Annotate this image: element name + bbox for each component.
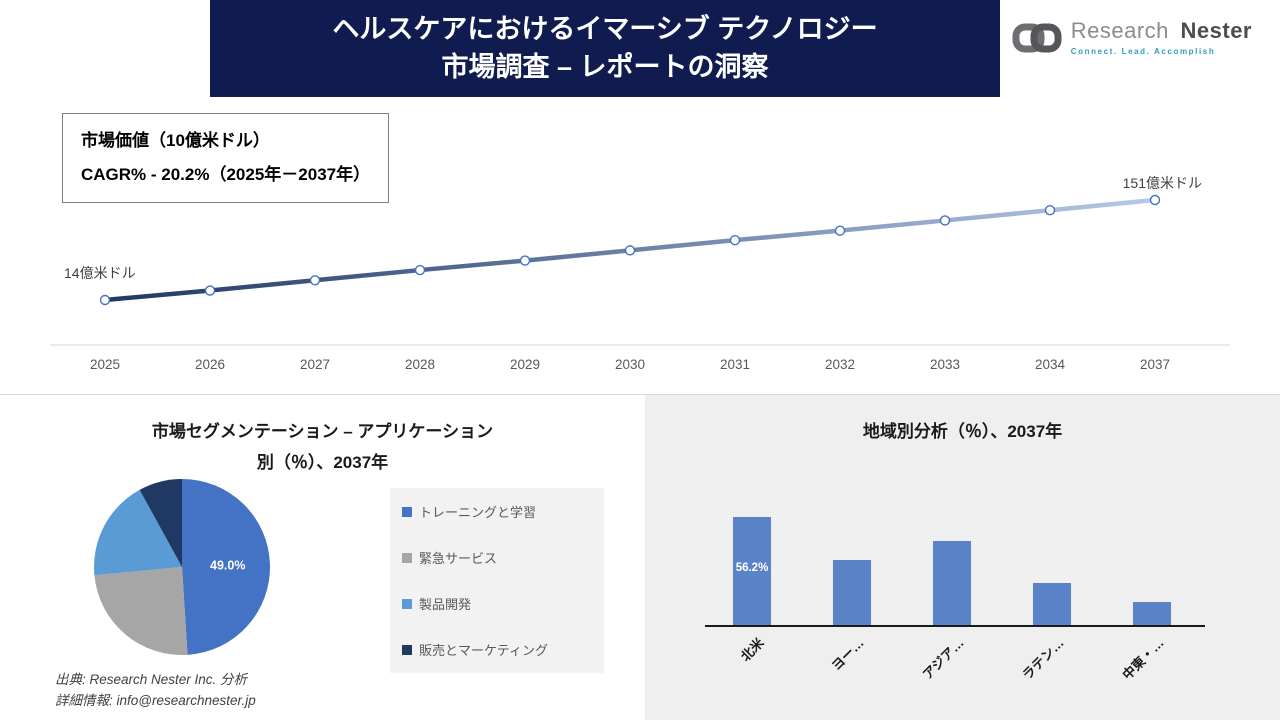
report-title-line1: ヘルスケアにおけるイマーシブ テクノロジー bbox=[332, 13, 878, 44]
pie-slice bbox=[94, 489, 182, 576]
report-title-banner: ヘルスケアにおけるイマーシブ テクノロジー 市場調査 – レポートの洞察 bbox=[210, 0, 1000, 97]
source-line: 出典: Research Nester Inc. 分析 bbox=[55, 671, 248, 687]
bar bbox=[833, 560, 871, 625]
logo-tagline: Connect. Lead. Accomplish bbox=[1070, 47, 1216, 56]
legend-label: トレーニングと学習 bbox=[419, 505, 537, 520]
x-axis-label: 2025 bbox=[89, 357, 121, 372]
bar bbox=[1033, 583, 1071, 625]
pie-slice bbox=[94, 567, 188, 655]
legend-item: 製品開発 bbox=[402, 594, 592, 613]
logo-brand-first: Research bbox=[1070, 18, 1169, 43]
legend-label: 緊急サービス bbox=[419, 551, 498, 566]
cagr-label: CAGR% - 20.2%（2025年－2037年） bbox=[81, 165, 371, 184]
regional-title: 地域別分析（％）、2037年 bbox=[862, 422, 1063, 441]
pie-data-label: 49.0% bbox=[210, 559, 245, 573]
line-chart-x-axis: 2025 2026 2027 2028 2029 2030 2031 2032 2033 2034… bbox=[50, 357, 1230, 377]
line-point bbox=[204, 285, 216, 296]
line-point bbox=[939, 215, 951, 226]
bar-category-label: ラテン… bbox=[1019, 635, 1067, 683]
line-point bbox=[1149, 194, 1161, 206]
pie-slice bbox=[139, 479, 182, 567]
x-axis-label: 2031 bbox=[719, 357, 751, 372]
line-point bbox=[99, 294, 111, 306]
legend-item: 緊急サービス bbox=[402, 548, 592, 567]
legend-item: トレーニングと学習 bbox=[402, 502, 592, 521]
line-point bbox=[414, 264, 426, 276]
line-point bbox=[1044, 205, 1056, 216]
report-title-line2: 市場調査 – レポートの洞察 bbox=[441, 51, 769, 82]
legend-label: 製品開発 bbox=[419, 597, 472, 612]
line-chart-svg bbox=[50, 194, 1230, 346]
bar-data-label: 56.2% bbox=[735, 562, 769, 574]
legend-swatch-icon bbox=[402, 552, 412, 563]
x-axis-label: 2029 bbox=[509, 357, 541, 372]
bar-category-label: 中東・… bbox=[1119, 635, 1167, 683]
contact-line: 詳細情報: info@researchnester.jp bbox=[55, 693, 256, 709]
x-axis-label: 2026 bbox=[194, 357, 226, 372]
bar-category-label: アジア… bbox=[919, 635, 967, 683]
segmentation-title: 市場セグメンテーション – アプリケーション 別（％）、2037年 bbox=[0, 417, 645, 478]
segmentation-pie-chart: 49.0% bbox=[94, 479, 271, 655]
pie-slice bbox=[182, 479, 271, 655]
chain-link-icon bbox=[1011, 18, 1063, 63]
x-axis-label: 2037 bbox=[1139, 357, 1171, 372]
market-value-label: 市場価値（10億米ドル） bbox=[81, 131, 270, 150]
regional-panel: 地域別分析（％）、2037年 56.2% 北米 ヨー… アジア… ラテン… 中東・… bbox=[645, 395, 1280, 720]
line-point bbox=[834, 225, 846, 236]
logo-brand: Research Nester bbox=[1071, 18, 1252, 44]
x-axis-label: 2034 bbox=[1034, 357, 1066, 372]
x-axis-label: 2027 bbox=[299, 357, 331, 372]
line-end-value-label: 151億米ドル bbox=[1122, 175, 1202, 191]
x-axis-label: 2032 bbox=[824, 357, 856, 372]
bar-category-label: 北米 bbox=[737, 635, 767, 665]
x-axis-label: 2033 bbox=[929, 357, 961, 372]
research-nester-logo: Research Nester Connect. Lead. Accomplis… bbox=[1011, 18, 1252, 63]
legend-swatch-icon bbox=[402, 506, 412, 517]
market-growth-line-chart: 2025 2026 2027 2028 2029 2030 2031 2032 2033 2034… bbox=[50, 175, 1230, 387]
legend-swatch-icon bbox=[402, 644, 412, 655]
legend-label: 販売とマーケティング bbox=[419, 643, 548, 658]
bar: 56.2% bbox=[733, 517, 771, 625]
legend-swatch-icon bbox=[402, 598, 412, 609]
bar bbox=[933, 541, 971, 625]
line-point bbox=[729, 234, 741, 246]
bar-category-label: ヨー… bbox=[828, 635, 867, 674]
line-point bbox=[624, 245, 636, 256]
line-point bbox=[309, 275, 321, 286]
logo-text: Research Nester Connect. Lead. Accomplis… bbox=[1071, 18, 1252, 56]
section-divider bbox=[0, 394, 1280, 395]
line-start-value-label: 14億米ドル bbox=[64, 265, 136, 281]
line-point bbox=[519, 255, 531, 266]
bar bbox=[1133, 602, 1171, 625]
pie-legend: トレーニングと学習 緊急サービス 製品開発販売とマーケティング bbox=[390, 488, 604, 673]
legend-item: 販売とマーケティング bbox=[402, 640, 592, 659]
market-value-cagr-box: 市場価値（10億米ドル） CAGR% - 20.2%（2025年－2037年） bbox=[62, 113, 390, 203]
segmentation-title-line2: 別（％）、2037年 bbox=[256, 452, 389, 472]
segmentation-panel: 市場セグメンテーション – アプリケーション 別（％）、2037年 49.0% … bbox=[0, 395, 645, 720]
logo-brand-second: Nester bbox=[1180, 18, 1252, 43]
segmentation-title-line1: 市場セグメンテーション – アプリケーション bbox=[151, 422, 494, 441]
x-axis-label: 2030 bbox=[614, 357, 646, 372]
source-footer: 出典: Research Nester Inc. 分析 詳細情報: info@r… bbox=[55, 669, 256, 712]
x-axis-label: 2028 bbox=[404, 357, 436, 372]
regional-bar-chart: 56.2% 北米 ヨー… アジア… ラテン… 中東・… bbox=[705, 485, 1205, 683]
